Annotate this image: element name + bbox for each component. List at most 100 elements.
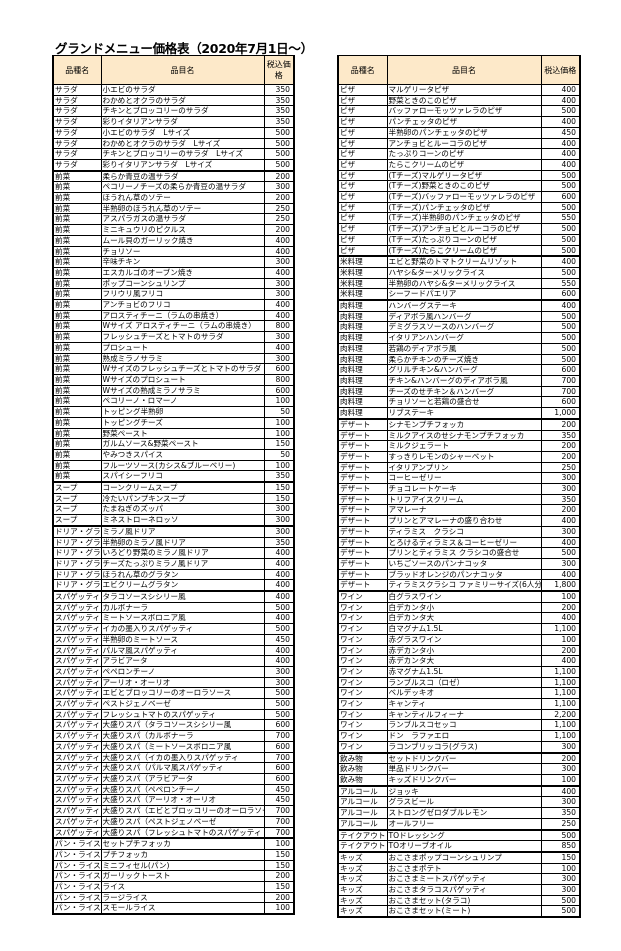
category-cell: ワイン — [337, 623, 388, 635]
table-row: デザート いちごソースのパンナコッタ 300 — [337, 557, 581, 570]
item-name-cell: 赤グラスワイン — [386, 633, 542, 646]
price-cell: 350 — [540, 493, 581, 506]
item-name-cell: 辛味チキン — [100, 256, 265, 268]
category-cell: ドリア・グラタン — [52, 547, 102, 559]
item-name-cell: 冷たいパンプキンスープ — [100, 492, 265, 505]
item-name-cell: ランブルスコ（ロゼ） — [386, 676, 542, 689]
price-cell: 400 — [540, 84, 581, 96]
item-name-cell: タラコソースシシリー風 — [100, 590, 265, 603]
category-cell: 前菜 — [52, 256, 102, 268]
category-cell: ドリア・グラタン — [52, 579, 102, 592]
item-name-cell: 小エビのサラダ — [100, 84, 265, 96]
table-row: サラダ 小エビのサラダ Lサイズ 500 — [52, 126, 295, 139]
table-row: 飲み物 キッズドリンクバー 100 — [337, 773, 581, 787]
category-cell: 肉料理 — [337, 407, 388, 420]
category-cell: 前菜 — [52, 181, 102, 194]
category-cell: デザート — [337, 504, 388, 517]
price-cell: 1,100 — [540, 687, 581, 700]
item-name-cell: Wサイズのプロシュート — [100, 373, 265, 386]
item-name-cell: チョリソー — [100, 245, 265, 258]
price-table-right: 品種名 品目名 税込価格 ピザ マルゲリータピザ 400 ピザ 野菜ときのこのピザ 400… — [337, 55, 581, 919]
item-name-cell: ライス — [100, 881, 265, 893]
table-row: キッズ おこさまセット(タラコ) 500 — [337, 894, 581, 907]
table-row: 飲み物 単品ドリンクバー 300 — [337, 763, 581, 775]
table-row: 前菜 ガルムソース&野菜ペースト 150 — [52, 438, 295, 450]
table-row: 前菜 フリウリ風フリコ 300 — [52, 288, 295, 301]
item-name-cell: トリフアイスクリーム — [386, 493, 542, 506]
category-cell: サラダ — [52, 148, 102, 160]
table-row: テイクアウト TOオリーブオイル 850 — [337, 840, 581, 853]
table-row: 前菜 Wサイズのプロシュート 800 — [52, 373, 295, 386]
price-cell: 300 — [263, 277, 295, 290]
table-row: ピザ バッファローモッツァレラのピザ 500 — [337, 105, 581, 118]
category-cell: パン・ライス — [52, 891, 102, 904]
price-cell: 300 — [263, 514, 295, 527]
price-cell: 500 — [540, 169, 581, 182]
price-cell: 150 — [263, 859, 295, 872]
item-name-cell: 彩りイタリアンサラダ Lサイズ — [100, 158, 265, 172]
category-cell: ピザ — [337, 116, 388, 128]
price-cell: 400 — [263, 579, 295, 592]
item-name-cell: 熟成ミラノサラミ — [100, 352, 265, 365]
category-cell: キッズ — [337, 884, 388, 896]
category-cell: スパゲッティ — [52, 687, 102, 700]
table-row: 米料理 半熟卵のハヤシ&ターメリックライス 550 — [337, 277, 581, 290]
table-row: 前菜 Wサイズの熟成ミラノサラミ 600 — [52, 384, 295, 397]
item-name-cell: おこさまポテト — [386, 862, 542, 875]
item-name-cell: 柔らかチキンのチーズ焼き — [386, 353, 542, 366]
table-row: ピザ (Tチーズ)たっぷりコーンのピザ 500 — [337, 233, 581, 246]
item-name-cell: 大盛りスパ（ペペロンチーノ — [100, 783, 265, 796]
header-item: 品目名 — [100, 55, 265, 85]
table-row: ドリア・グラタンエビクリームグラタン400 — [52, 579, 295, 592]
table-row: スパゲッティ カルボナーラ 500 — [52, 601, 295, 614]
table-row: 前菜 熟成ミラノサラミ 300 — [52, 352, 295, 365]
item-name-cell: 大盛りスパ（アーリオ・オーリオ — [100, 794, 265, 807]
category-cell: ワイン — [337, 719, 388, 732]
price-cell: 200 — [263, 891, 295, 904]
table-row: ワイン 白デカンタ大 400 — [337, 612, 581, 625]
category-cell: ワイン — [337, 644, 388, 657]
table-row: 肉料理 デミグラスソースのハンバーグ 500 — [337, 321, 581, 334]
category-cell: デザート — [337, 450, 388, 463]
item-name-cell: おこさまポップコーンシュリンプ — [386, 850, 542, 864]
table-row: サラダ 小エビのサラダ 350 — [52, 84, 295, 96]
price-cell: 700 — [540, 385, 581, 398]
category-cell: ピザ — [337, 94, 388, 107]
table-row: パン・ライス ミニフィセル(パン) 150 — [52, 859, 295, 872]
price-cell: 300 — [540, 525, 581, 538]
category-cell: パン・ライス — [52, 902, 102, 916]
price-cell: 850 — [540, 840, 581, 853]
price-cell: 400 — [263, 568, 295, 581]
category-cell: ワイン — [337, 601, 388, 614]
price-cell: 100 — [263, 902, 295, 916]
category-cell: ドリア・グラタン — [52, 568, 102, 581]
price-cell: 200 — [540, 417, 581, 431]
item-name-cell: ペコリーノチーズの柔らか青豆の温サラダ — [100, 181, 265, 194]
item-name-cell: エスカルゴのオーブン焼き — [100, 266, 265, 279]
price-cell: 500 — [540, 266, 581, 279]
table-row: ピザ マルゲリータピザ 400 — [337, 84, 581, 96]
table-row: デザート イタリアンプリン 250 — [337, 461, 581, 474]
price-cell: 600 — [540, 396, 581, 409]
item-name-cell: 半熟卵のミートソース — [100, 633, 265, 646]
item-name-cell: ドン ラファエロ — [386, 730, 542, 742]
category-cell: 前菜 — [52, 470, 102, 483]
category-cell: サラダ — [52, 126, 102, 139]
table-row: デザート コーヒーゼリー 300 — [337, 472, 581, 485]
category-cell: テイクアウト — [337, 828, 388, 842]
price-cell: 250 — [263, 202, 295, 215]
category-cell: 肉料理 — [337, 396, 388, 409]
table-row: ピザ アンチョビとルーコラのピザ 400 — [337, 137, 581, 150]
item-name-cell: 大盛りスパ（ミートソースボロニア風 — [100, 740, 265, 753]
category-cell: アルコール — [337, 807, 388, 819]
table-row: デザート シナモンプチフォッカ 200 — [337, 417, 581, 431]
category-cell: スパゲッティ — [52, 773, 102, 785]
category-cell: 飲み物 — [337, 773, 388, 787]
price-cell: 400 — [263, 245, 295, 258]
item-name-cell: ミルクジェラート — [386, 440, 542, 452]
table-row: 肉料理 リブステーキ 1,000 — [337, 407, 581, 420]
table-row: スパゲッティ 大盛りスパ（パルマ風スパゲッティ 600 — [52, 762, 295, 774]
price-cell: 500 — [540, 244, 581, 257]
item-name-cell: ディアボラ風ハンバーグ — [386, 310, 542, 323]
item-name-cell: フレッシュチーズとトマトのサラダ — [100, 331, 265, 343]
